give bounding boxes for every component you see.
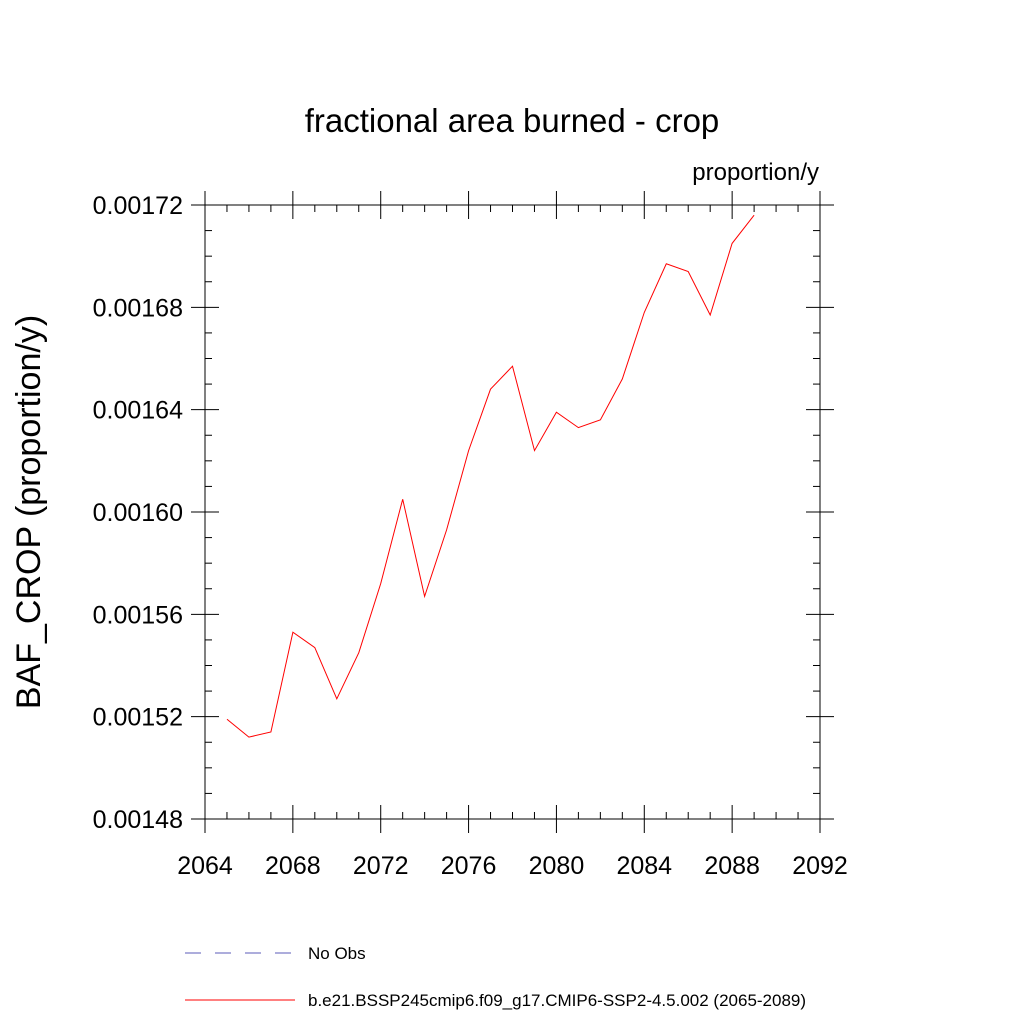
y-tick-label: 0.00152 bbox=[93, 704, 183, 732]
y-tick-label: 0.00164 bbox=[93, 397, 183, 425]
x-tick-label: 2084 bbox=[616, 852, 672, 880]
y-tick-label: 0.00160 bbox=[93, 499, 183, 527]
chart-title: fractional area burned - crop bbox=[305, 102, 720, 139]
y-tick-label: 0.00168 bbox=[93, 294, 183, 322]
x-tick-label: 2080 bbox=[529, 852, 585, 880]
units-label: proportion/y bbox=[692, 159, 819, 186]
x-tick-label: 2072 bbox=[353, 852, 409, 880]
legend: No Obs b.e21.BSSP245cmip6.f09_g17.CMIP6-S… bbox=[185, 944, 806, 1010]
x-tick-label: 2088 bbox=[704, 852, 760, 880]
axis-ticks bbox=[191, 191, 834, 833]
plot-frame bbox=[204, 204, 821, 820]
x-tick-label: 2068 bbox=[265, 852, 321, 880]
axis-tick-labels: 2064 2068 2072 2076 2080 2084 2088 2092 0.00148 0… bbox=[93, 192, 848, 880]
legend-label: b.e21.BSSP245cmip6.f09_g17.CMIP6-SSP2-4.… bbox=[308, 991, 806, 1010]
y-axis-label: BAF_CROP (proportion/y) bbox=[10, 315, 48, 709]
x-tick-label: 2076 bbox=[441, 852, 497, 880]
y-tick-label: 0.00156 bbox=[93, 601, 183, 629]
x-tick-label: 2064 bbox=[177, 852, 233, 880]
series-layer bbox=[226, 214, 755, 738]
y-tick-label: 0.00172 bbox=[93, 192, 183, 220]
x-tick-label: 2092 bbox=[792, 852, 848, 880]
series-line bbox=[226, 214, 755, 738]
legend-label: No Obs bbox=[308, 944, 366, 963]
y-tick-label: 0.00148 bbox=[93, 806, 183, 834]
